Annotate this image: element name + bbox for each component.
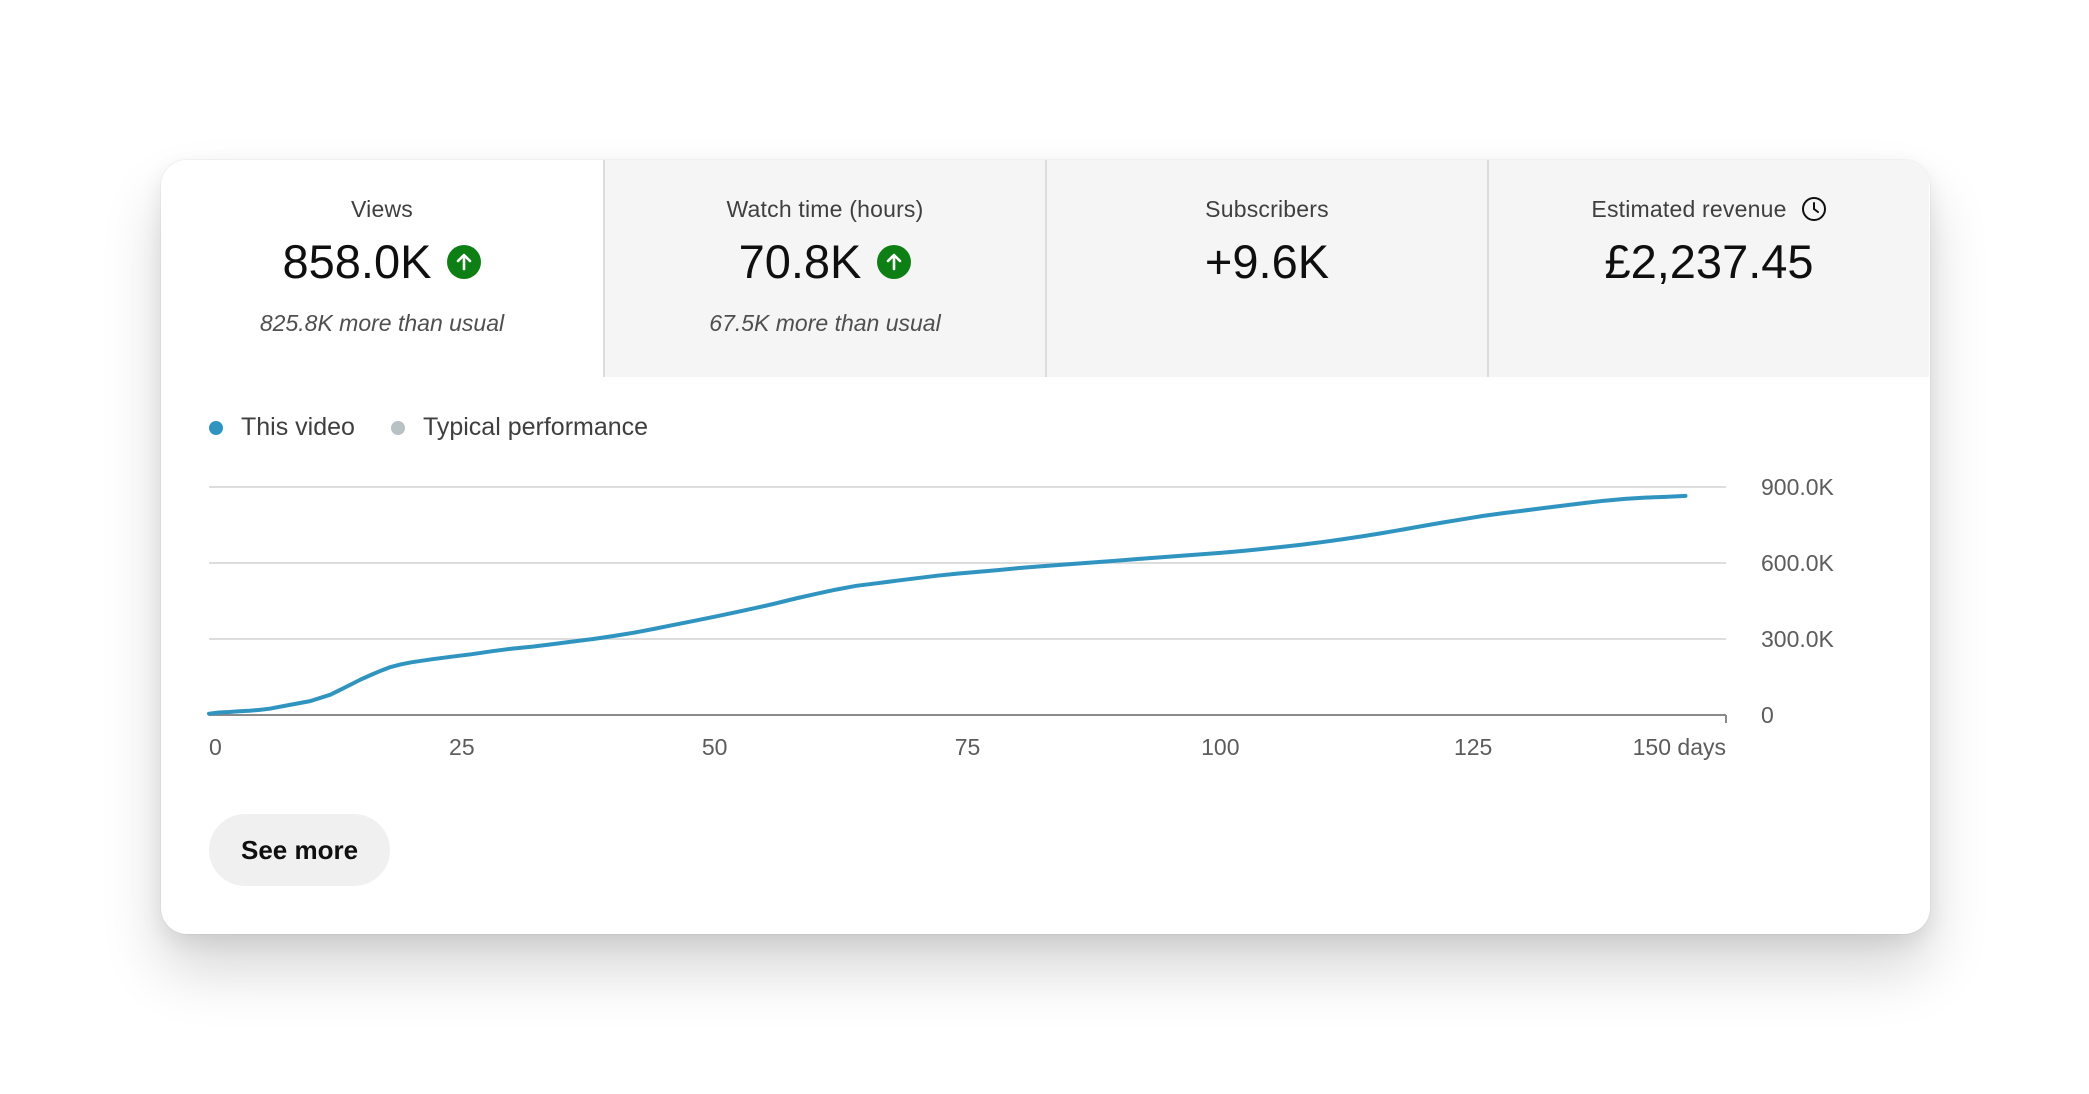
metric-value: +9.6K [1204, 235, 1330, 288]
views-line-chart: 900.0K 600.0K 300.0K 0 0 25 50 75 100 125 150 days [207, 474, 1835, 760]
x-tick-label: 75 [955, 734, 981, 760]
legend-label: Typical performance [422, 413, 649, 441]
see-more-button[interactable]: See more [209, 814, 391, 886]
metric-value: £2,237.45 [1604, 235, 1814, 288]
legend-dot [390, 420, 405, 435]
metric-value: 70.8K [738, 235, 862, 288]
x-tick-label: 0 [209, 734, 222, 760]
legend-item-typical-performance[interactable]: Typical performance [390, 413, 649, 442]
metric-value-row: 70.8K [605, 238, 1045, 285]
x-tick-label: 100 [1201, 734, 1239, 760]
series-line-this-video [207, 493, 1688, 716]
analytics-card: Views 858.0K 825.8K more than usual Watc… [161, 160, 1930, 934]
arrow-up-icon [447, 244, 482, 279]
x-tick-label: 50 [702, 734, 728, 760]
clock-icon[interactable] [1801, 196, 1827, 228]
x-tick-label: 125 [1454, 734, 1492, 760]
metric-value: 858.0K [282, 235, 432, 288]
metric-value-row: +9.6K [1047, 238, 1487, 285]
y-tick-label: 600.0K [1761, 550, 1835, 576]
tab-watch-time[interactable]: Watch time (hours) 70.8K 67.5K more than… [603, 160, 1045, 377]
legend-item-this-video[interactable]: This video [209, 413, 355, 442]
tab-views[interactable]: Views 858.0K 825.8K more than usual [161, 160, 603, 377]
metric-note: 67.5K more than usual [709, 310, 941, 336]
metric-label: Subscribers [1205, 196, 1329, 222]
metric-value-row: 858.0K [161, 238, 603, 285]
legend-dot [209, 420, 223, 435]
metric-tabs: Views 858.0K 825.8K more than usual Watc… [161, 160, 1930, 377]
metric-label: Watch time (hours) [726, 196, 924, 222]
metric-value-row: £2,237.45 [1489, 238, 1929, 285]
y-tick-label: 300.0K [1761, 626, 1835, 652]
metric-note: 825.8K more than usual [259, 310, 505, 336]
metric-label: Estimated revenue [1591, 196, 1787, 222]
y-tick-label: 0 [1761, 702, 1774, 728]
chart-legend: This video Typical performance [209, 413, 684, 442]
y-tick-label: 900.0K [1761, 474, 1835, 500]
x-tick-label: 25 [449, 734, 475, 760]
arrow-up-icon [877, 244, 912, 279]
legend-label: This video [241, 413, 355, 441]
x-tick-label: 150 days [1633, 734, 1726, 760]
tab-estimated-revenue[interactable]: Estimated revenue £2,237.45 [1487, 160, 1929, 377]
metric-label: Views [351, 196, 413, 222]
tab-subscribers[interactable]: Subscribers +9.6K [1045, 160, 1487, 377]
metric-label-row: Estimated revenue [1489, 196, 1929, 228]
